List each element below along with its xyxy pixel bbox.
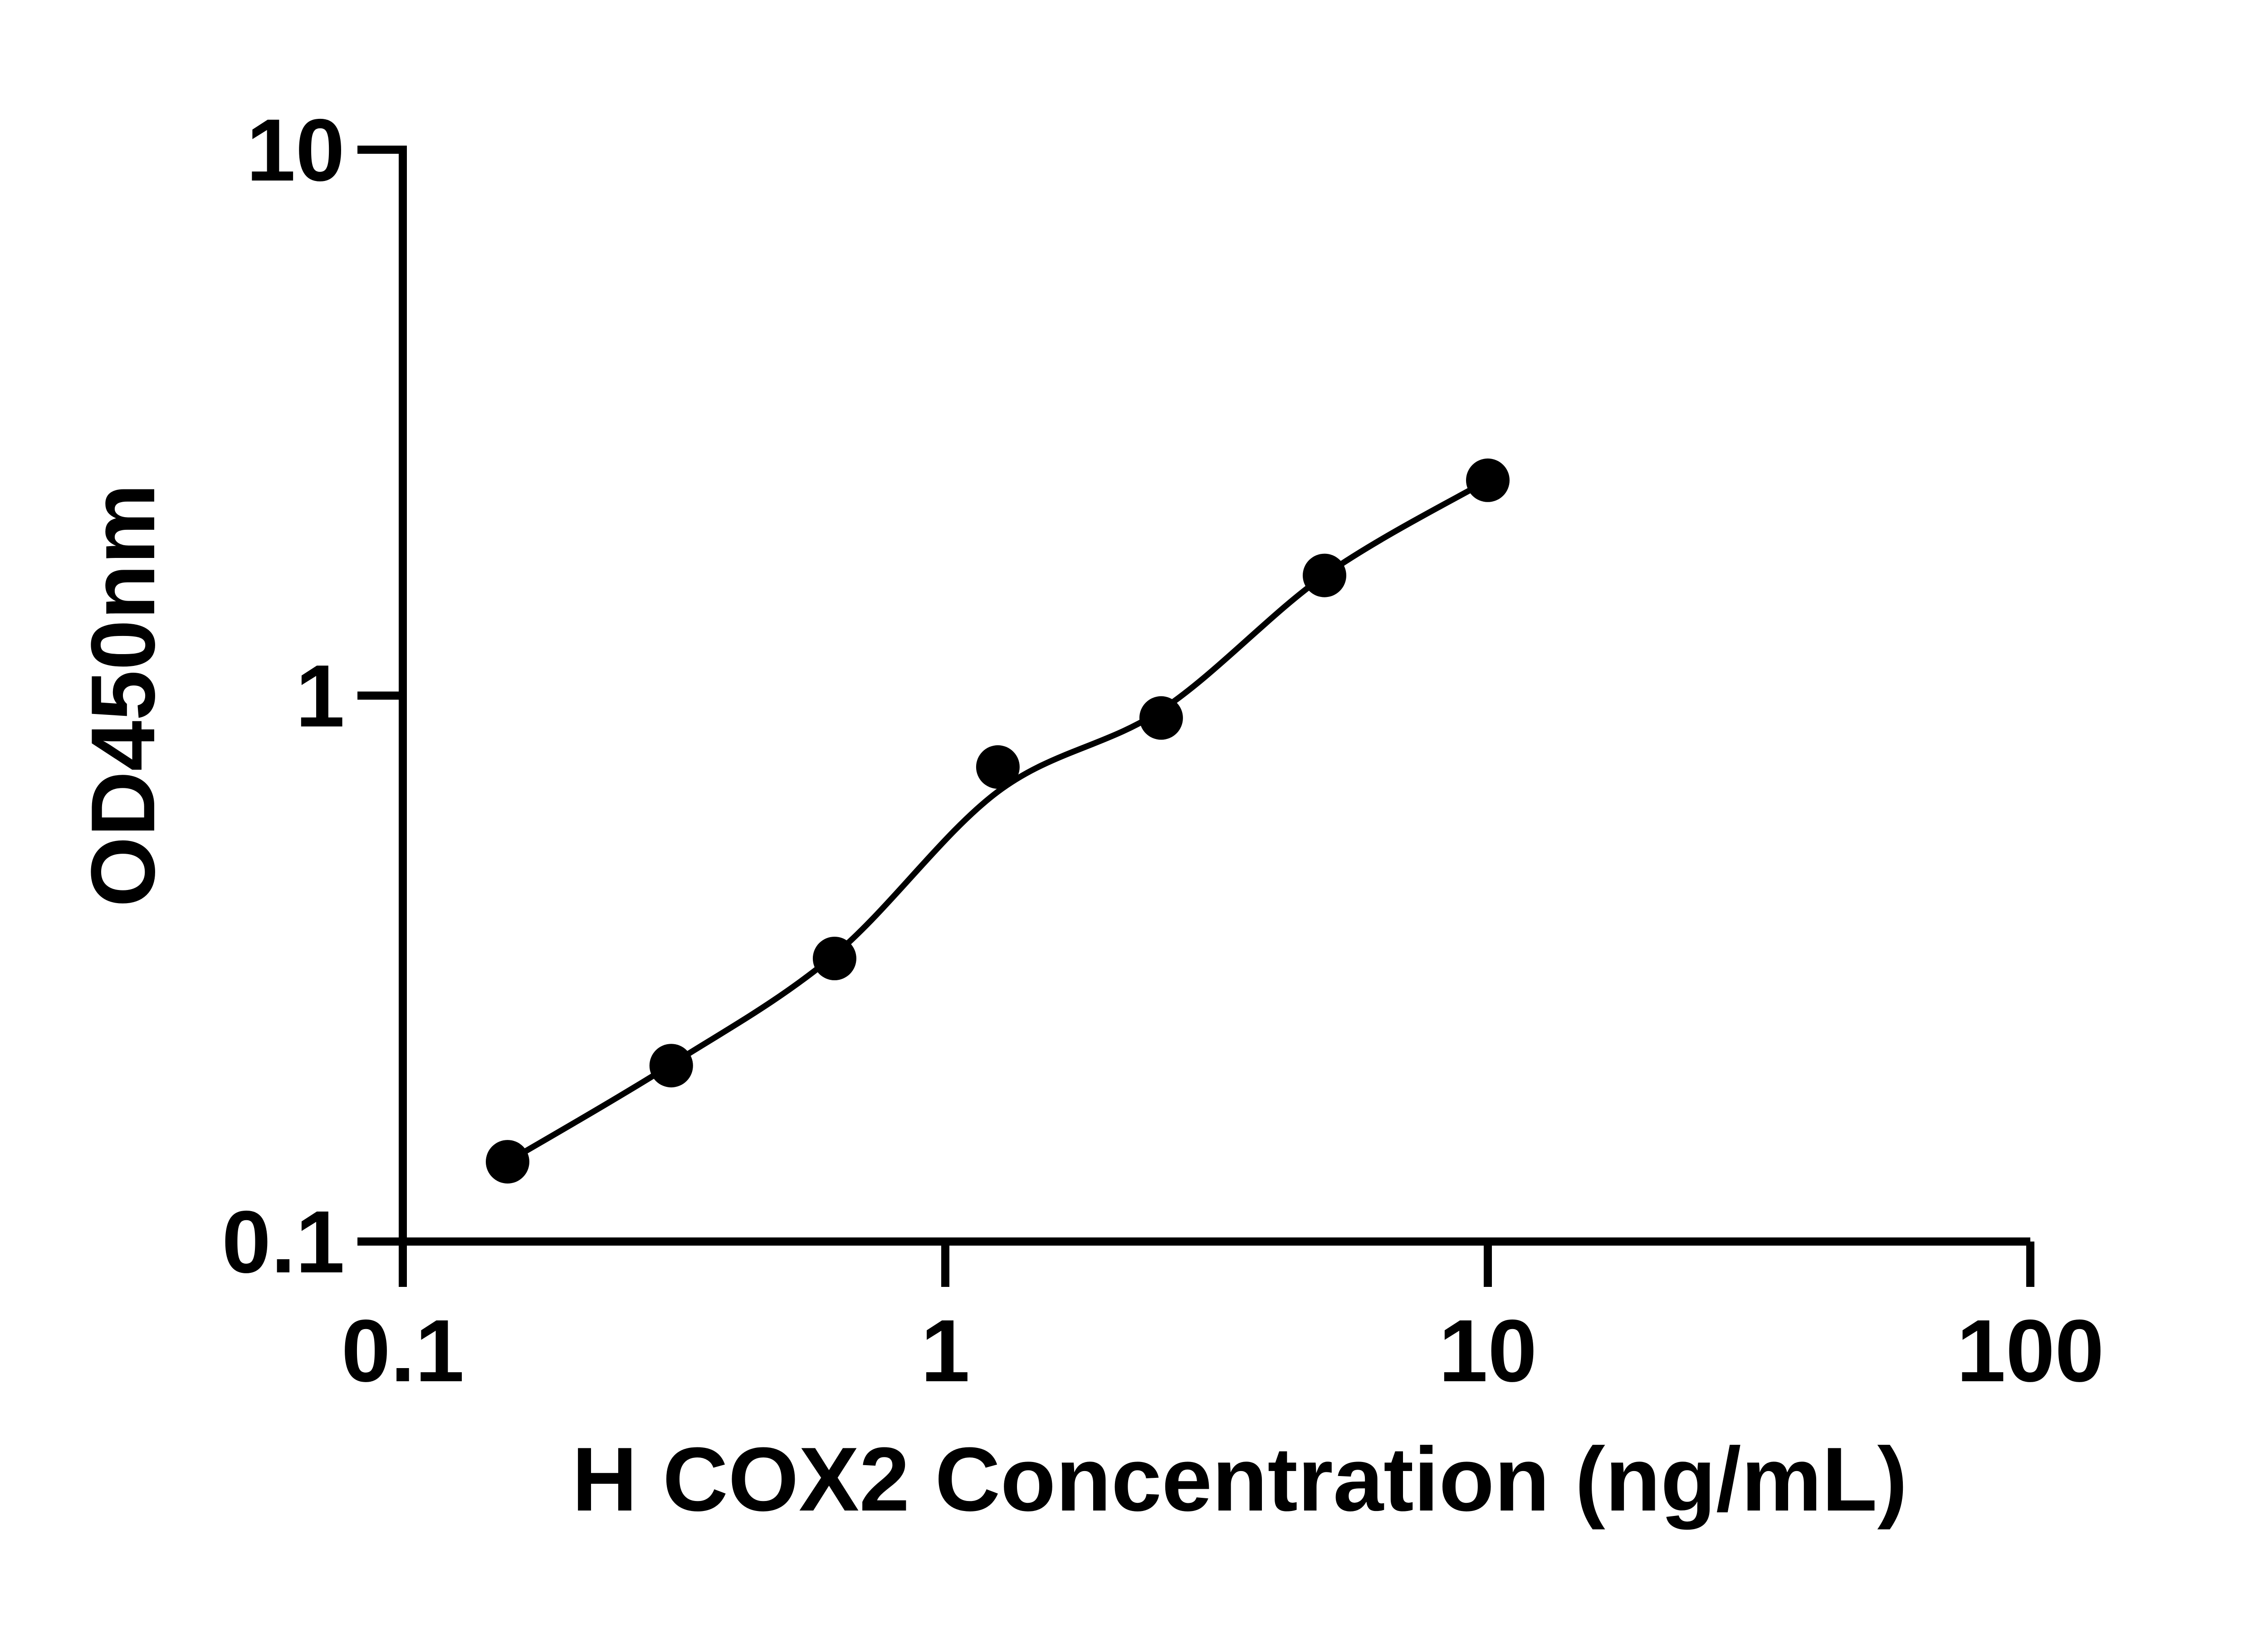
y-tick-label: 1 — [296, 647, 345, 746]
data-point-marker — [812, 937, 856, 980]
data-points — [486, 458, 1510, 1184]
y-tick-label: 10 — [246, 101, 345, 200]
x-tick-label: 100 — [1956, 1301, 2104, 1400]
data-point-marker — [1139, 696, 1183, 740]
data-point-marker — [649, 1044, 693, 1088]
x-tick-label: 1 — [921, 1301, 970, 1400]
x-tick-label: 10 — [1439, 1301, 1537, 1400]
y-axis-title: OD450nm — [73, 484, 174, 907]
data-point-marker — [1303, 553, 1346, 597]
x-axis-title: H COX2 Concentration (ng/mL) — [572, 1429, 1907, 1530]
data-point-marker — [1466, 458, 1510, 502]
data-point-marker — [976, 745, 1020, 789]
y-tick-label: 0.1 — [222, 1193, 345, 1291]
x-tick-label: 0.1 — [341, 1301, 464, 1400]
data-point-marker — [486, 1140, 529, 1184]
axes: 0.1 1 10 0.1 1 10 100 — [222, 101, 2104, 1400]
